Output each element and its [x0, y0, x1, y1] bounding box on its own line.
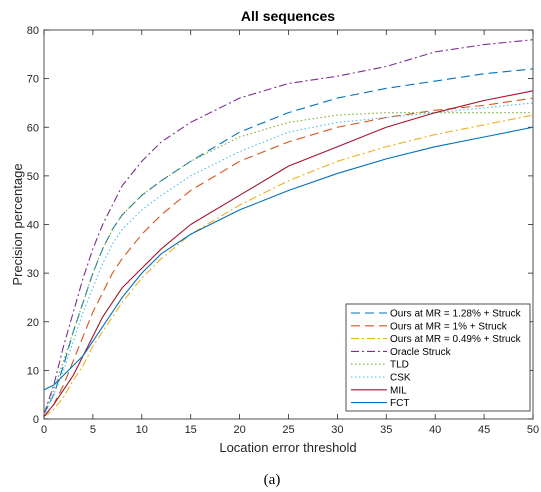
- series-lines: [43, 39, 534, 418]
- x-tick-label: 45: [478, 424, 490, 436]
- x-tick-label: 30: [331, 424, 343, 436]
- figure-caption: (a): [264, 472, 281, 488]
- y-tick-label: 0: [33, 414, 39, 426]
- x-tick-label: 25: [282, 424, 294, 436]
- series-line-2: [43, 97, 534, 417]
- y-tick-label: 30: [27, 268, 39, 280]
- y-tick-label: 80: [27, 25, 39, 37]
- legend-label: CSK: [390, 373, 411, 384]
- x-tick-label: 15: [185, 424, 197, 436]
- legend-label: MIL: [390, 385, 407, 396]
- y-axis-label: Precision percentage: [10, 163, 25, 285]
- legend-box: [345, 303, 531, 412]
- series-line-7: [43, 90, 534, 417]
- axis-ticks: 0 5 10 15 20 25 30 35 40 45 50 0 10 20 30 40 50 60 70 80: [27, 25, 539, 436]
- y-tick-label: 40: [27, 220, 39, 232]
- x-tick-label: 5: [90, 424, 96, 436]
- series-line-3: [43, 114, 534, 418]
- legend-label: Ours at MR = 1.28% + Struck: [390, 309, 522, 320]
- chart-title: All sequences: [241, 8, 335, 24]
- x-tick-label: 40: [429, 424, 441, 436]
- legend-label: TLD: [390, 360, 409, 371]
- legend-label: FCT: [390, 398, 409, 409]
- x-tick-label: 0: [41, 424, 47, 436]
- x-tick-label: 20: [233, 424, 245, 436]
- legend-label: Oracle Struck: [390, 347, 452, 358]
- x-axis-label: Location error threshold: [219, 440, 356, 455]
- series-line-1: [43, 68, 534, 415]
- x-tick-label: 10: [136, 424, 148, 436]
- x-tick-label: 50: [527, 424, 539, 436]
- legend-label: Ours at MR = 0.49% + Struck: [390, 334, 522, 345]
- y-tick-label: 50: [27, 171, 39, 183]
- series-line-6: [43, 102, 534, 415]
- y-tick-label: 60: [27, 122, 39, 134]
- x-tick-label: 35: [380, 424, 392, 436]
- y-tick-label: 10: [27, 365, 39, 377]
- series-line-4: [43, 39, 534, 415]
- y-tick-label: 20: [27, 317, 39, 329]
- series-line-8: [43, 126, 534, 391]
- legend-label: Ours at MR = 1% + Struck: [390, 321, 508, 332]
- y-tick-label: 70: [27, 74, 39, 86]
